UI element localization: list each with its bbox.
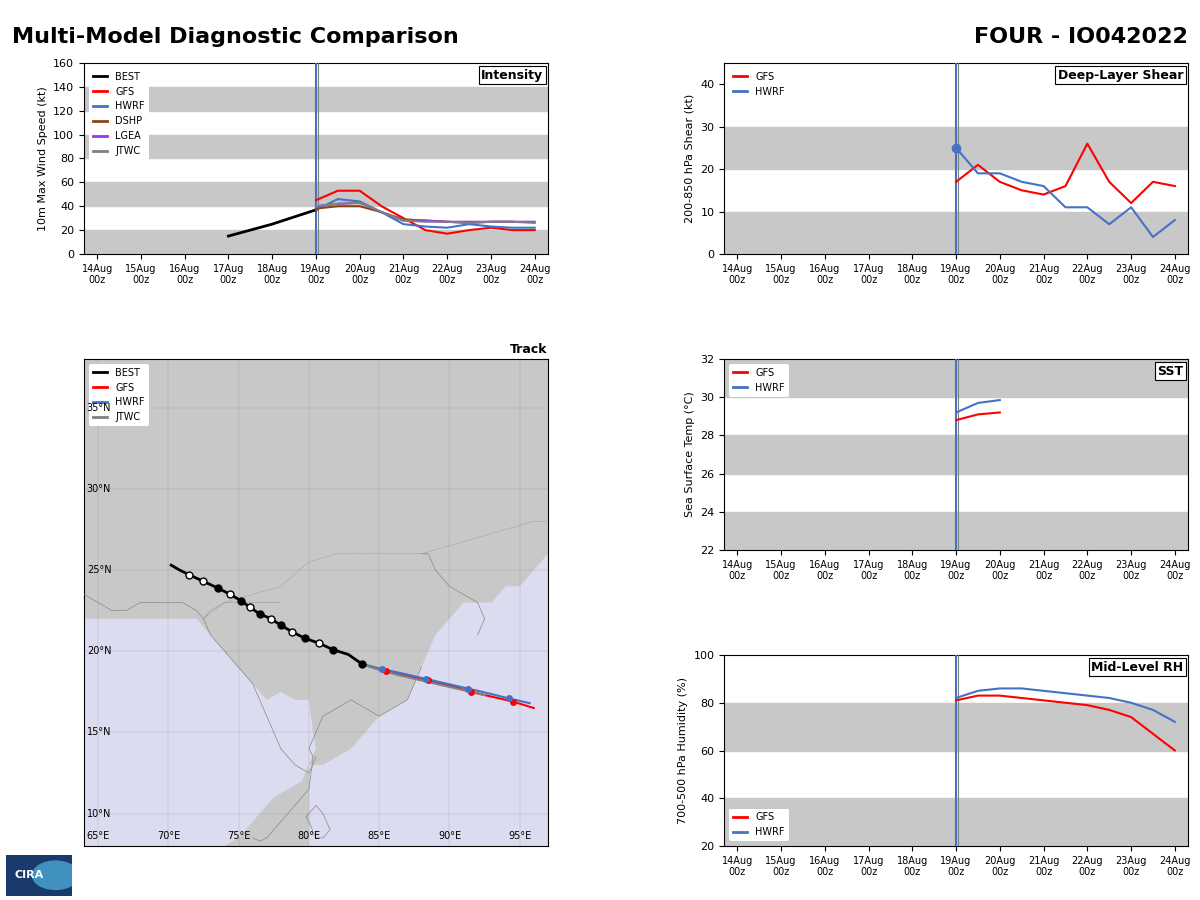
Text: 25°N: 25°N xyxy=(86,565,112,575)
Bar xyxy=(724,212,1188,254)
Text: 65°E: 65°E xyxy=(86,831,109,842)
Polygon shape xyxy=(308,554,548,846)
Text: Multi-Model Diagnostic Comparison: Multi-Model Diagnostic Comparison xyxy=(12,27,458,47)
Polygon shape xyxy=(84,618,316,846)
Bar xyxy=(84,183,548,206)
Text: 35°N: 35°N xyxy=(86,402,112,413)
Text: 20°N: 20°N xyxy=(86,646,112,656)
Legend: GFS, HWRF: GFS, HWRF xyxy=(728,808,788,842)
Text: CIRA: CIRA xyxy=(14,870,43,880)
Bar xyxy=(724,703,1188,751)
Bar xyxy=(84,87,548,111)
Text: 90°E: 90°E xyxy=(438,831,461,842)
Legend: GFS, HWRF: GFS, HWRF xyxy=(728,68,788,101)
Bar xyxy=(84,135,548,158)
Text: 95°E: 95°E xyxy=(508,831,532,842)
Legend: BEST, GFS, HWRF, JTWC: BEST, GFS, HWRF, JTWC xyxy=(89,364,149,427)
Text: Mid-Level RH: Mid-Level RH xyxy=(1091,661,1183,674)
Y-axis label: Sea Surface Temp (°C): Sea Surface Temp (°C) xyxy=(685,392,695,518)
Bar xyxy=(724,798,1188,846)
Text: FOUR - IO042022: FOUR - IO042022 xyxy=(974,27,1188,47)
Bar xyxy=(84,230,548,254)
Circle shape xyxy=(32,861,79,889)
Text: Track: Track xyxy=(510,344,548,356)
Text: 70°E: 70°E xyxy=(157,831,180,842)
Text: 75°E: 75°E xyxy=(227,831,251,842)
Text: 85°E: 85°E xyxy=(367,831,391,842)
Bar xyxy=(724,512,1188,550)
Y-axis label: 700-500 hPa Humidity (%): 700-500 hPa Humidity (%) xyxy=(678,677,688,824)
Text: 30°N: 30°N xyxy=(86,484,112,494)
Text: Intensity: Intensity xyxy=(481,68,544,82)
Text: 10°N: 10°N xyxy=(86,808,112,818)
Legend: GFS, HWRF: GFS, HWRF xyxy=(728,364,788,397)
Text: 80°E: 80°E xyxy=(298,831,320,842)
Text: 15°N: 15°N xyxy=(86,727,112,737)
Text: Deep-Layer Shear: Deep-Layer Shear xyxy=(1058,68,1183,82)
Text: SST: SST xyxy=(1157,364,1183,378)
Y-axis label: 10m Max Wind Speed (kt): 10m Max Wind Speed (kt) xyxy=(37,86,48,231)
Legend: BEST, GFS, HWRF, DSHP, LGEA, JTWC: BEST, GFS, HWRF, DSHP, LGEA, JTWC xyxy=(89,68,149,160)
Bar xyxy=(724,359,1188,397)
Y-axis label: 200-850 hPa Shear (kt): 200-850 hPa Shear (kt) xyxy=(685,94,695,223)
Bar xyxy=(724,436,1188,473)
Bar xyxy=(724,127,1188,169)
